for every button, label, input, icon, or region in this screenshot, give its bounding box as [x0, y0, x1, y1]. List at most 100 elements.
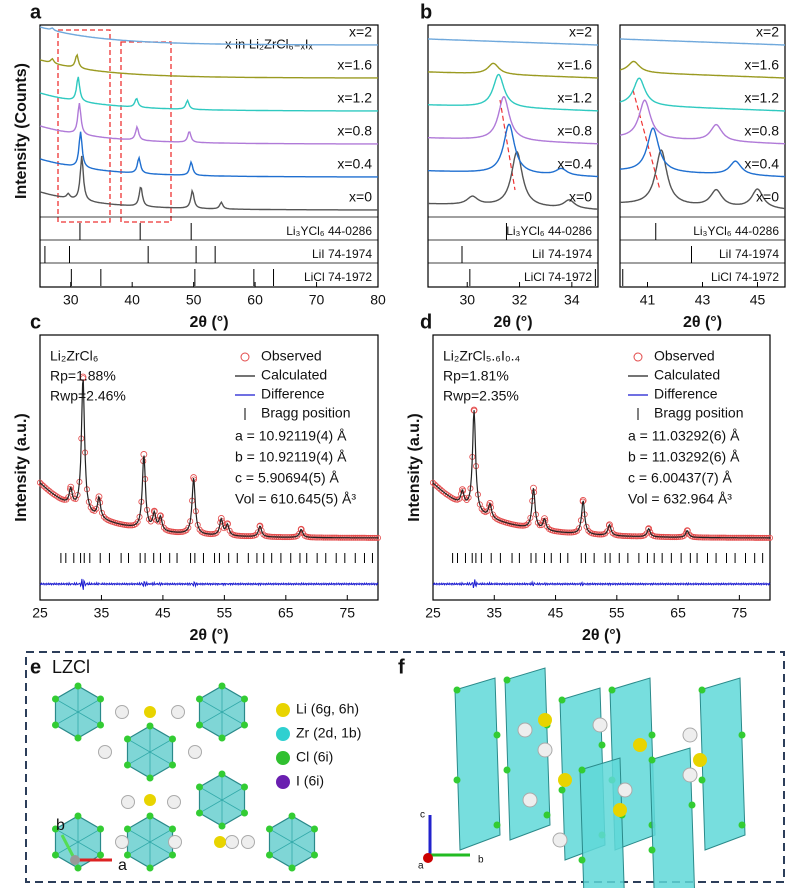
x-tick-label: 65 — [278, 605, 294, 621]
li-atom — [241, 835, 255, 849]
atom — [552, 832, 568, 848]
series-label: x=0 — [349, 189, 372, 205]
highlight-box — [57, 29, 111, 223]
li-atom — [167, 795, 181, 809]
octa-edge — [149, 828, 173, 843]
x-tick-label: 55 — [609, 605, 625, 621]
cl-atom — [97, 695, 105, 703]
observed-point — [215, 527, 222, 534]
pattern-curve — [39, 53, 378, 79]
pattern-curve — [428, 73, 599, 112]
pattern-curve — [620, 38, 785, 46]
cl-atom — [146, 774, 154, 782]
cl-atom — [241, 809, 249, 817]
ref-label: LiI 74-1974 — [532, 247, 592, 261]
x-tick-label: 70 — [309, 292, 325, 308]
observed-point — [429, 479, 436, 486]
x-tick-label: 45 — [155, 605, 171, 621]
y-axis-label: Intensity (a.u.) — [13, 413, 30, 521]
cl-atom — [241, 721, 249, 729]
cl-atom — [195, 721, 203, 729]
cl-atom — [51, 825, 59, 833]
panel-label: d — [420, 311, 432, 333]
cl-atom — [97, 721, 105, 729]
observed-point — [523, 521, 530, 528]
pattern-curve — [39, 155, 378, 211]
cl-atom — [123, 825, 131, 833]
observed-point — [42, 484, 49, 491]
cl-atom — [218, 822, 226, 830]
observed-peak — [606, 521, 613, 529]
atom — [537, 742, 553, 758]
cl-atom — [311, 851, 319, 859]
octa-edge — [221, 786, 245, 801]
legend-label: Zr (2d, 1b) — [296, 725, 361, 741]
observed-peak — [95, 493, 103, 501]
pattern-curve — [428, 150, 598, 210]
octa-edge — [149, 738, 173, 753]
observed-point — [431, 481, 438, 488]
observed-point — [134, 519, 141, 526]
observed-peak — [683, 527, 691, 535]
octa-edge — [55, 711, 79, 726]
legend-label: Bragg position — [261, 405, 351, 421]
cl-atom — [503, 676, 511, 684]
observed-point — [132, 521, 139, 528]
series-label: x=0 — [756, 189, 779, 205]
atom — [517, 722, 533, 738]
cl-atom — [218, 682, 226, 690]
pattern-curve — [428, 38, 598, 46]
cl-atom — [453, 776, 461, 784]
cl-atom — [241, 695, 249, 703]
axis-name: a — [418, 861, 424, 872]
observed-point — [100, 513, 107, 520]
pattern-curve — [39, 131, 378, 178]
atom — [592, 717, 608, 733]
x-tick-label: 41 — [640, 292, 656, 308]
observed-point — [576, 525, 583, 532]
refine-info: Li₂ZrCl₅.₆I₀.₄ — [443, 348, 521, 364]
octa-edge — [149, 841, 173, 856]
octa-edge — [221, 711, 245, 726]
cl-atom — [493, 821, 501, 829]
legend-atom — [276, 751, 290, 765]
observed-point — [536, 522, 543, 529]
x-tick-label: 75 — [339, 605, 355, 621]
plot-frame — [427, 24, 599, 288]
atom — [682, 767, 698, 783]
observed-point — [465, 494, 472, 501]
difference-curve — [39, 578, 379, 590]
x-tick-label: 50 — [186, 292, 202, 308]
x-tick-label: 55 — [217, 605, 233, 621]
cl-atom — [74, 734, 82, 742]
observed-point — [65, 494, 72, 501]
cl-atom — [218, 734, 226, 742]
pattern-curve — [39, 102, 378, 145]
cl-atom — [195, 783, 203, 791]
lattice-param: Vol = 610.645(5) Å³ — [235, 491, 356, 507]
cl-atom — [453, 686, 461, 694]
observed-peak — [541, 515, 548, 523]
series-label: x=1.6 — [744, 57, 779, 73]
octa-edge — [127, 738, 151, 753]
observed-point — [185, 524, 192, 531]
observed-peak — [67, 483, 75, 491]
axis-name: a — [118, 857, 127, 874]
legend-label: I (6i) — [296, 773, 324, 789]
li-atom — [613, 803, 627, 817]
observed-peak — [645, 525, 653, 533]
octa-edge — [221, 799, 245, 814]
cl-atom — [74, 864, 82, 872]
cl-atom — [169, 735, 177, 743]
series-label: x=2 — [756, 24, 779, 40]
cl-atom — [146, 864, 154, 872]
observed-peak — [150, 507, 158, 515]
observed-point — [433, 483, 440, 490]
cl-atom — [97, 851, 105, 859]
observed-point — [437, 486, 444, 493]
series-label: x=0.8 — [337, 123, 372, 139]
x-tick-label: 40 — [124, 292, 140, 308]
lattice-param: Vol = 632.964 Å³ — [628, 491, 732, 507]
atom — [617, 782, 633, 798]
lattice-param: a = 11.03292(6) Å — [628, 428, 740, 444]
